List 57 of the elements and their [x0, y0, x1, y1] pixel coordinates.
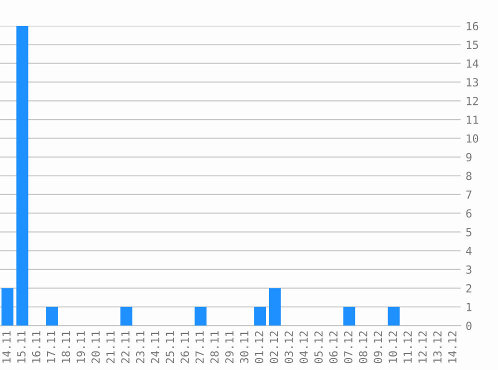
- x-tick-label: 29.11: [225, 331, 234, 364]
- bar: [1, 288, 14, 326]
- y-tick-label: 5: [466, 228, 472, 236]
- y-tick-label: 13: [466, 78, 478, 87]
- y-tick-label: 6: [466, 209, 472, 218]
- y-tick-label: 12: [466, 96, 478, 106]
- x-tick-label: 01.12: [254, 331, 264, 364]
- bar: [16, 26, 28, 326]
- bar: [120, 306, 132, 326]
- x-tick-label: 17.11: [47, 331, 56, 363]
- x-tick-label: 19.11: [76, 331, 85, 363]
- x-tick-label: 07.12: [344, 331, 352, 364]
- y-tick-label: 7: [466, 190, 472, 199]
- y-tick-label: 15: [466, 40, 478, 50]
- y-tick-label: 11: [466, 116, 478, 124]
- x-tick-label: 23.11: [136, 331, 144, 364]
- x-tick-label: 30.11: [240, 331, 248, 364]
- bar: [194, 306, 207, 326]
- y-tick-label: 9: [466, 153, 472, 162]
- x-tick-label: 12.12: [418, 331, 427, 363]
- x-tick-label: 05.12: [314, 331, 323, 364]
- x-tick-label: 18.11: [62, 331, 70, 363]
- bar: [268, 288, 281, 326]
- x-tick-label: 04.12: [299, 331, 308, 364]
- x-tick-label: 22.11: [121, 331, 130, 364]
- x-tick-label: 10.12: [388, 331, 398, 363]
- bar: [388, 306, 400, 326]
- y-tick-label: 2: [466, 284, 472, 292]
- bar: [46, 306, 58, 326]
- y-tick-label: 16: [466, 22, 478, 30]
- x-tick-label: 02.12: [270, 331, 278, 364]
- x-tick-label: 08.12: [358, 331, 368, 364]
- bar: [254, 306, 266, 326]
- bar: [343, 306, 356, 326]
- x-tick-label: 16.11: [32, 331, 40, 363]
- x-tick-label: 03.12: [284, 331, 294, 364]
- x-tick-label: 13.12: [433, 331, 442, 363]
- y-tick-label: 0: [466, 322, 472, 330]
- x-tick-label: 26.11: [180, 331, 189, 364]
- x-tick-label: 09.12: [374, 331, 382, 364]
- y-tick-label: 3: [466, 265, 472, 274]
- y-tick-label: 8: [466, 172, 472, 180]
- x-tick-label: 27.11: [195, 331, 204, 364]
- x-tick-label: 14.12: [448, 331, 456, 363]
- x-tick-label: 06.12: [329, 331, 338, 364]
- x-tick-label: 15.11: [17, 331, 26, 363]
- x-tick-label: 11.12: [403, 331, 412, 363]
- y-tick-label: 4: [466, 246, 472, 255]
- x-tick-label: 28.11: [210, 331, 219, 364]
- x-tick-label: 20.11: [91, 331, 100, 364]
- y-tick-label: 10: [466, 134, 478, 143]
- x-tick-label: 14.11: [2, 331, 11, 363]
- y-tick-label: 1: [466, 303, 472, 312]
- x-tick-label: 25.11: [166, 331, 174, 364]
- x-tick-label: 21.11: [106, 331, 115, 364]
- y-tick-label: 14: [466, 60, 478, 68]
- x-tick-label: 24.11: [150, 331, 160, 364]
